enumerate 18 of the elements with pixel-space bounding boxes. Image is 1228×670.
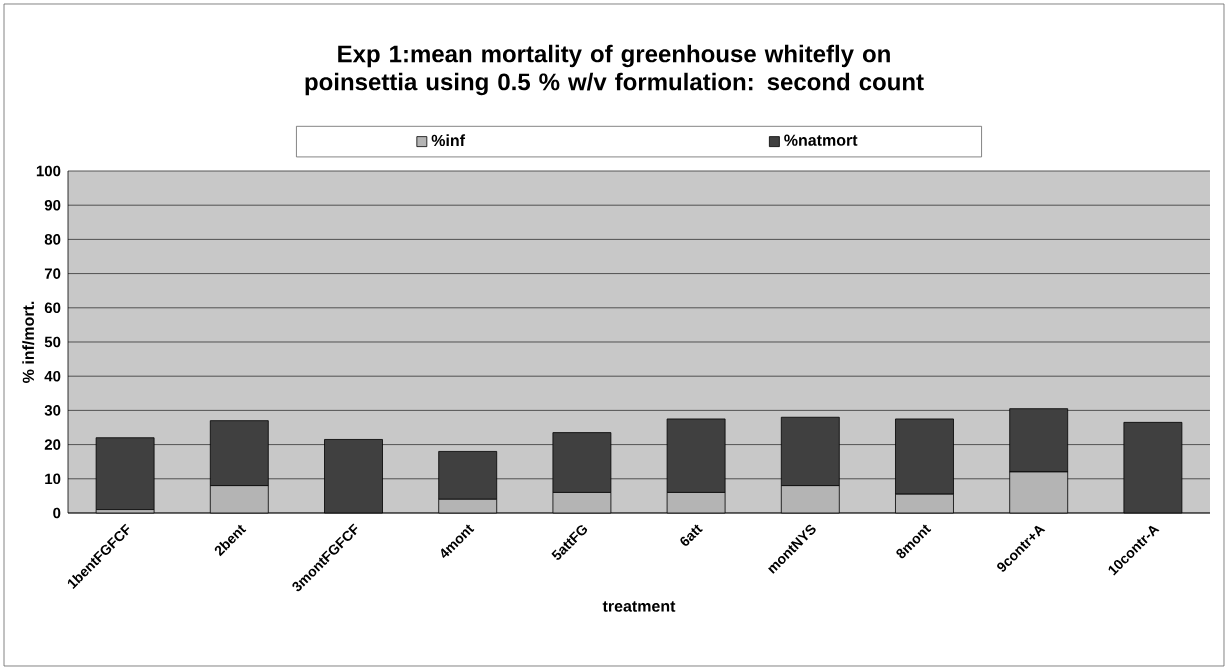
- y-tick-label: 20: [44, 439, 61, 450]
- legend-label: %natmort: [784, 134, 858, 146]
- bar: [95, 437, 155, 510]
- y-tick-label: 50: [44, 336, 61, 348]
- y-tick-label: 10: [45, 473, 61, 485]
- y-tick-label: 0: [53, 507, 61, 519]
- x-tick-label: 6att: [680, 524, 703, 546]
- y-tick-label: 80: [44, 234, 61, 245]
- chart-title: Exp 1:mean mortality of greenhouse whitefly on poinsettia using 0.5 % w/v formulation: second count: [305, 44, 924, 96]
- y-tick-label: 100: [36, 165, 61, 177]
- y-tick-label: 30: [44, 405, 61, 416]
- x-axis-title: treatment: [602, 601, 676, 612]
- y-tick-label: 40: [44, 370, 61, 382]
- y-tick-label: 90: [44, 199, 61, 211]
- legend-label: %inf: [431, 134, 466, 147]
- y-tick-label: 70: [44, 268, 61, 279]
- y-tick-label: 60: [44, 302, 61, 314]
- y-axis-title: % inf/mort.: [22, 301, 35, 383]
